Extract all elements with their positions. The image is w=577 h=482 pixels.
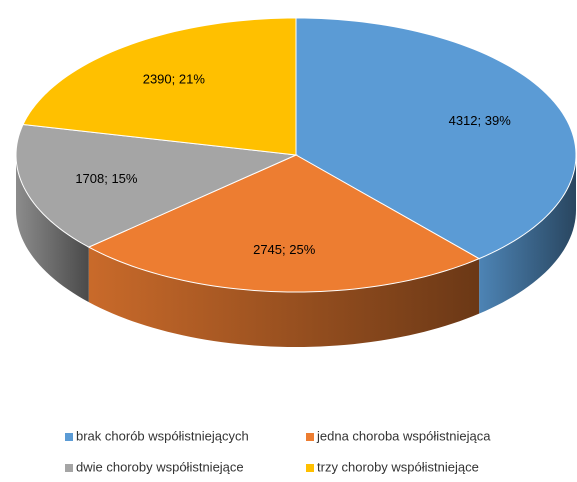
pie-side <box>88 247 480 347</box>
legend-label: trzy choroby współistniejące <box>317 459 479 474</box>
data-label: 4312; 39% <box>449 113 512 128</box>
data-label: 2745; 25% <box>253 242 316 257</box>
data-label: 1708; 15% <box>75 171 138 186</box>
legend-label: jedna choroba współistniejąca <box>316 428 491 443</box>
legend-swatch <box>306 433 314 441</box>
pie-side <box>16 155 89 303</box>
pie-side <box>479 155 576 314</box>
pie-slice <box>22 17 297 156</box>
legend-swatch <box>65 433 73 441</box>
legend-label: dwie choroby współistniejące <box>76 459 244 474</box>
legend-swatch <box>65 464 73 472</box>
pie-slice <box>295 17 577 260</box>
legend-label: brak chorób współistniejących <box>76 428 249 443</box>
legend-swatch <box>306 464 314 472</box>
pie-slice <box>15 123 298 248</box>
pie-slice <box>87 154 481 293</box>
data-label: 2390; 21% <box>143 71 206 86</box>
